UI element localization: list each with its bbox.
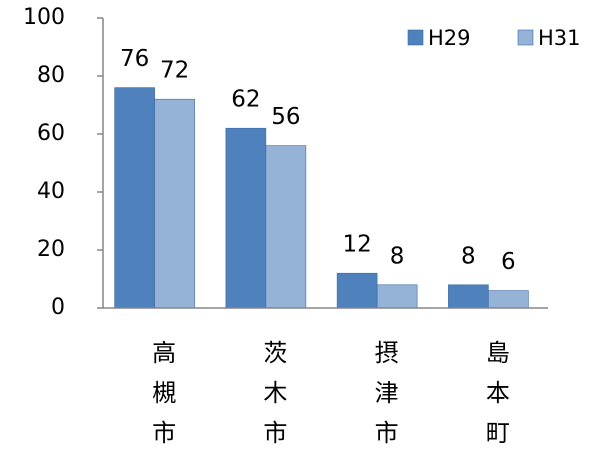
x-tick-label: 島本町	[481, 340, 509, 450]
legend-label: H31	[538, 26, 581, 50]
data-label: 72	[160, 58, 189, 84]
bar	[448, 284, 489, 309]
legend-swatch	[517, 29, 534, 46]
x-tick-label: 茨木市	[259, 340, 287, 450]
bar	[225, 127, 267, 309]
bar	[376, 284, 418, 309]
y-tick-label: 80	[37, 63, 65, 88]
data-label: 56	[271, 104, 300, 130]
bar	[488, 290, 529, 309]
y-tick-label: 0	[51, 295, 65, 320]
data-label: 8	[390, 243, 405, 269]
legend-swatch	[407, 29, 424, 46]
y-tick-label: 100	[23, 5, 65, 30]
y-tick-label: 20	[37, 237, 65, 262]
y-tick-label: 40	[37, 179, 65, 204]
y-tick-label: 60	[37, 121, 65, 146]
bar	[154, 98, 195, 309]
bar	[265, 145, 307, 309]
x-tick-label: 高槻市	[148, 340, 176, 450]
data-label: 12	[342, 232, 371, 258]
data-label: 8	[461, 243, 476, 269]
data-label: 6	[501, 249, 516, 275]
bar	[114, 87, 155, 309]
bar	[336, 272, 378, 309]
data-label: 62	[231, 87, 260, 113]
x-tick-label: 摂津市	[370, 340, 398, 450]
legend-label: H29	[428, 26, 471, 50]
data-label: 76	[120, 46, 149, 72]
